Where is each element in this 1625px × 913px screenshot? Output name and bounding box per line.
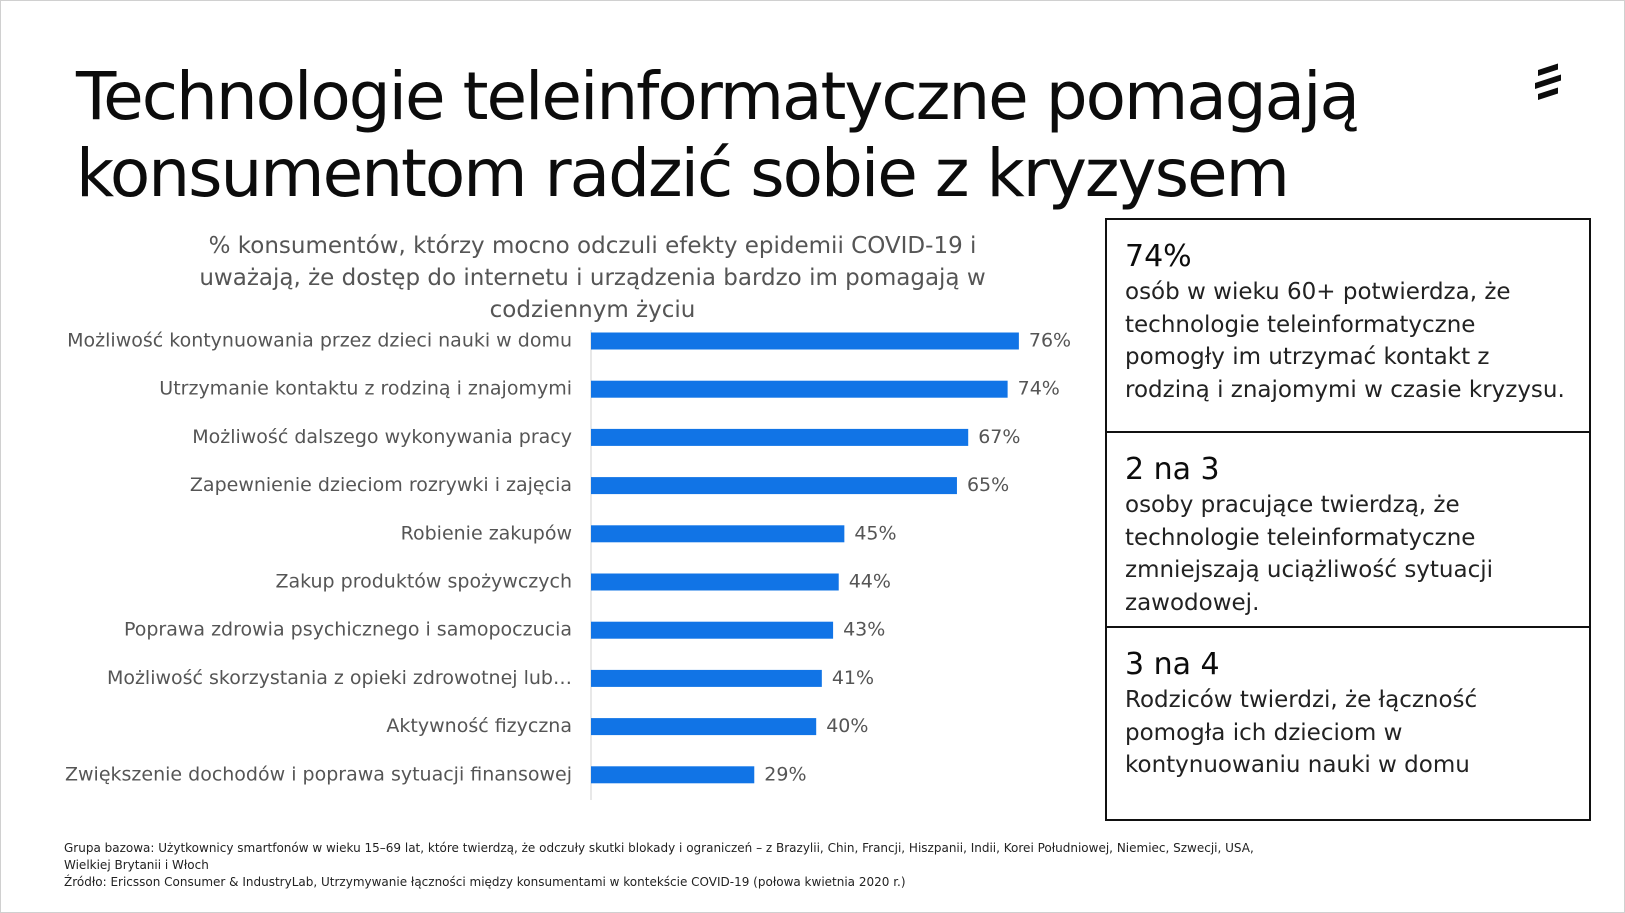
value-label: 41% <box>832 667 874 689</box>
footnote-line: Grupa bazowa: Użytkownicy smartfonów w w… <box>64 841 1254 872</box>
bar <box>591 380 1008 398</box>
stat-text: osób w wieku 60+ potwierdza, że technolo… <box>1125 279 1565 403</box>
stat-headline: 3 na 4 <box>1125 647 1220 682</box>
category-label: Aktywność fizyczna <box>386 715 572 737</box>
category-label: Utrzymanie kontaktu z rodziną i znajomym… <box>159 378 572 400</box>
stat-block: 74% osób w wieku 60+ potwierdza, że techn… <box>1107 220 1589 431</box>
bar <box>591 766 755 784</box>
category-label: Możliwość skorzystania z opieki zdrowotn… <box>107 667 572 689</box>
value-label: 45% <box>854 522 896 544</box>
value-label: 43% <box>843 619 885 641</box>
bar <box>591 573 839 591</box>
stat-headline: 74% <box>1125 239 1192 274</box>
category-label: Zakup produktów spożywczych <box>275 571 572 593</box>
value-label: 67% <box>978 426 1020 448</box>
category-label: Poprawa zdrowia psychicznego i samopoczu… <box>124 619 572 641</box>
stat-text: Rodziców twierdzi, że łączność pomogła i… <box>1125 687 1478 778</box>
bar <box>591 669 822 687</box>
category-label: Robienie zakupów <box>401 522 572 544</box>
bar <box>591 525 845 543</box>
bar <box>591 332 1019 350</box>
footnote-line: Źródło: Ericsson Consumer & IndustryLab,… <box>64 875 906 889</box>
slide-title: Technologie teleinformatyczne pomagają <box>76 58 1360 135</box>
slide-title: konsumentom radzić sobie z kryzysem <box>76 135 1290 212</box>
value-label: 76% <box>1029 330 1071 352</box>
logo <box>1535 63 1561 100</box>
stat-block: 3 na 4 Rodziców twierdzi, że łączność pom… <box>1107 626 1589 819</box>
category-label: Możliwość dalszego wykonywania pracy <box>192 426 572 448</box>
bar <box>591 428 969 446</box>
value-label: 65% <box>967 474 1009 496</box>
bar <box>591 477 957 495</box>
category-label: Zapewnienie dzieciom rozrywki i zajęcia <box>190 474 572 496</box>
category-label: Zwiększenie dochodów i poprawa sytuacji … <box>65 763 572 785</box>
stat-headline: 2 na 3 <box>1125 452 1220 487</box>
value-label: 29% <box>764 763 806 785</box>
category-label: Możliwość kontynuowania przez dzieci nau… <box>67 330 572 352</box>
bar <box>591 621 834 639</box>
bar <box>591 718 817 736</box>
footnote: Grupa bazowa: Użytkownicy smartfonów w w… <box>64 840 1304 891</box>
stat-text: osoby pracujące twierdzą, że technologie… <box>1125 492 1494 616</box>
stats-panel: 74% osób w wieku 60+ potwierdza, że techn… <box>1105 218 1591 821</box>
stat-block: 2 na 3 osoby pracujące twierdzą, że techn… <box>1107 431 1589 626</box>
chart-title: % konsumentów, którzy mocno odczuli efek… <box>199 233 986 323</box>
value-label: 40% <box>826 715 868 737</box>
value-label: 74% <box>1018 378 1060 400</box>
value-label: 44% <box>849 571 891 593</box>
